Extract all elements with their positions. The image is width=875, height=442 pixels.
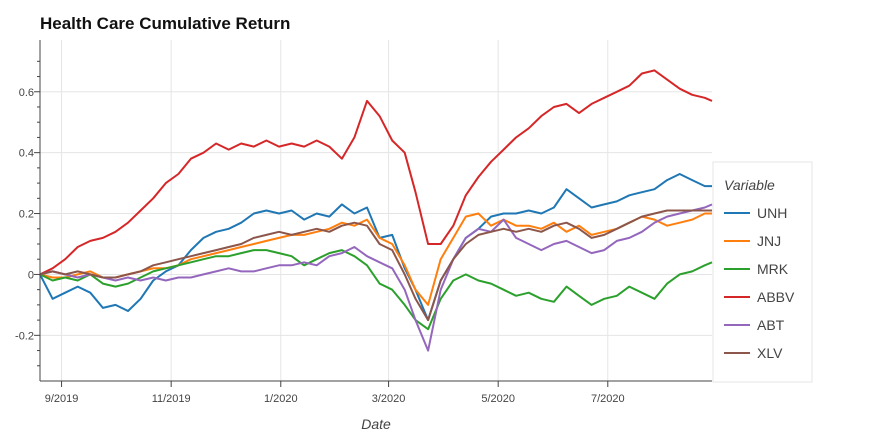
series-line-abt	[39, 203, 713, 352]
x-tick-label: 9/2019	[45, 393, 79, 405]
x-axis-title: Date	[361, 416, 391, 432]
y-tick-label: 0	[28, 269, 34, 281]
y-tick-label: 0.2	[19, 209, 34, 221]
series-line-abbv	[39, 69, 713, 276]
legend-label-unh: UNH	[757, 205, 787, 221]
chart-title: Health Care Cumulative Return	[40, 14, 290, 33]
y-tick-label: 0.6	[19, 87, 34, 99]
series-line-jnj	[39, 212, 712, 306]
legend-label-mrk: MRK	[757, 261, 789, 277]
series-layer	[39, 69, 713, 352]
legend-label-abt: ABT	[757, 317, 785, 333]
legend-label-jnj: JNJ	[757, 233, 781, 249]
series-line-unh	[39, 173, 712, 322]
series-line-xlv	[39, 209, 712, 322]
legend-label-abbv: ABBV	[757, 289, 795, 305]
x-tick-label: 5/2020	[481, 393, 515, 405]
x-tick-label: 11/2019	[152, 393, 191, 405]
series-line-mrk	[39, 249, 713, 331]
x-tick-label: 3/2020	[372, 393, 406, 405]
legend-label-xlv: XLV	[757, 345, 783, 361]
legend-items: UNH JNJ MRK ABBV ABT XLV	[724, 205, 795, 361]
y-tick-label: 0.4	[19, 148, 34, 160]
x-tick-label: 1/2020	[264, 393, 298, 405]
x-tick-label: 7/2020	[591, 393, 625, 405]
legend-title: Variable	[724, 177, 775, 193]
legend: Variable UNH JNJ MRK ABBV ABT XLV	[712, 161, 813, 383]
y-tick-label: -0.2	[15, 330, 34, 342]
legend-box	[712, 161, 813, 383]
axes: 0.6 0.4 0.2 0 -0.2 9/2019 11/2019 1/2020 3/2020 5…	[15, 40, 712, 405]
